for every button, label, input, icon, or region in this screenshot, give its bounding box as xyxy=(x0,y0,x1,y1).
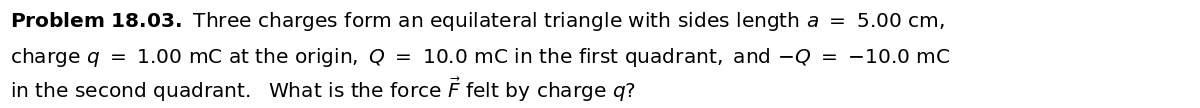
Text: $\mathbf{Problem\ 18.03.}$$\mathrm{\ Three\ charges\ form\ an\ equilateral\ tria: $\mathbf{Problem\ 18.03.}$$\mathrm{\ Thr… xyxy=(10,10,944,33)
Text: $\mathrm{charge\ }$$q$$\mathrm{\ =\ 1.00\ mC\ at\ the\ origin,\ }$$Q$$\mathrm{\ : $\mathrm{charge\ }$$q$$\mathrm{\ =\ 1.00… xyxy=(10,46,950,69)
Text: $\mathrm{in\ the\ second\ quadrant.\ \ What\ is\ the\ force\ }$$\vec{F}$$\mathrm: $\mathrm{in\ the\ second\ quadrant.\ \ W… xyxy=(10,76,636,104)
